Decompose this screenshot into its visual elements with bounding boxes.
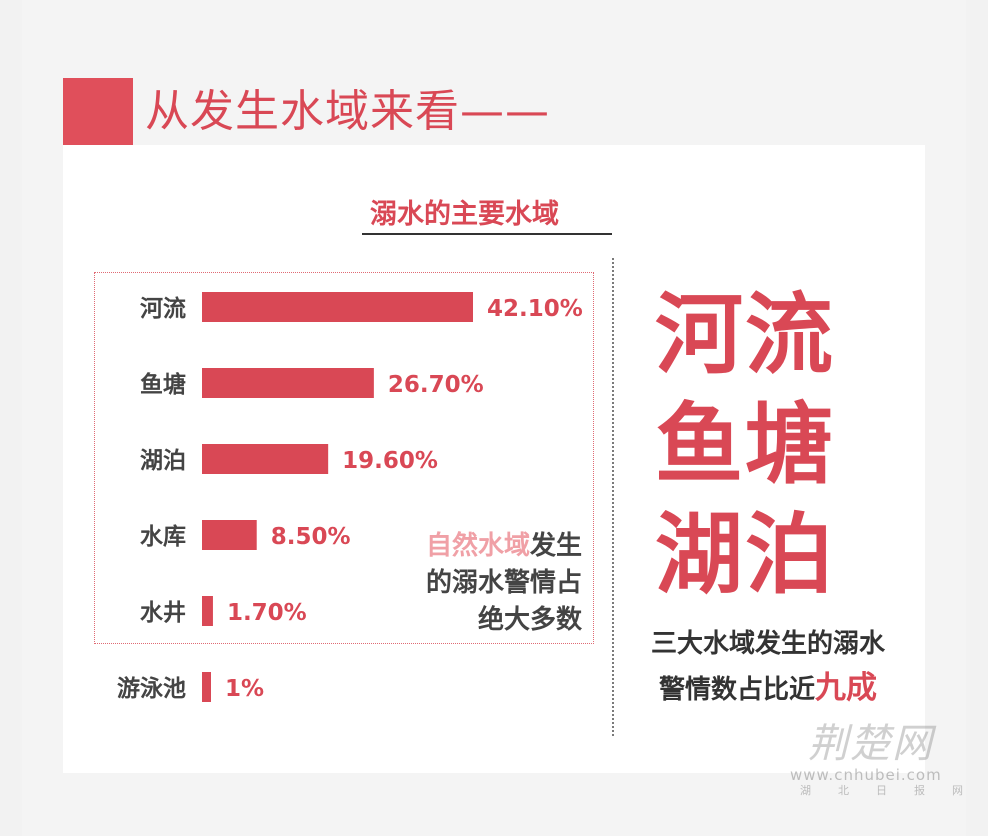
value-label: 26.70% <box>388 372 484 398</box>
value-label: 42.10% <box>487 296 583 322</box>
category-label: 水库 <box>140 524 186 550</box>
section-title: 从发生水域来看—— <box>145 86 550 137</box>
chart-title-underline <box>362 233 612 235</box>
value-label: 1% <box>225 676 264 702</box>
note-line2: 的溺水警情占 <box>425 568 582 598</box>
chart-title: 溺水的主要水域 <box>370 199 559 230</box>
summary-text: 三大水域发生的溺水 警情数占比近九成 <box>628 622 908 712</box>
category-label: 河流 <box>140 295 186 322</box>
category-label: 鱼塘 <box>140 371 186 398</box>
watermark-subtitle: 湖北日报网 <box>800 784 988 797</box>
note-highlight: 自然水域 <box>425 531 530 561</box>
highlight-word-river: 河流 <box>654 283 835 386</box>
value-label: 1.70% <box>227 600 307 626</box>
highlight-word-fishpond: 鱼塘 <box>654 393 835 496</box>
natural-waters-frame <box>94 272 594 644</box>
vertical-divider <box>612 258 614 736</box>
note-line1-rest: 发生 <box>529 531 582 561</box>
bar <box>202 444 329 474</box>
category-label: 游泳池 <box>117 675 186 702</box>
value-label: 19.60% <box>342 448 438 474</box>
natural-waters-note: 自然水域发生 的溺水警情占 绝大多数 <box>404 528 582 639</box>
bar <box>202 672 211 702</box>
summary-highlight: 九成 <box>815 670 877 706</box>
summary-line2-prefix: 警情数占比近 <box>658 675 815 705</box>
header-accent-square <box>63 78 133 145</box>
category-label: 水井 <box>140 600 186 626</box>
highlight-word-lake: 湖泊 <box>654 503 835 606</box>
bar <box>202 292 473 322</box>
bar <box>202 368 374 398</box>
note-line3: 绝大多数 <box>477 605 582 635</box>
watermark-logo: 荆楚网 <box>808 721 934 767</box>
category-label: 湖泊 <box>140 448 186 474</box>
summary-line1: 三大水域发生的溺水 <box>650 629 885 659</box>
bar <box>202 520 257 550</box>
value-label: 8.50% <box>271 524 351 550</box>
watermark-url: www.cnhubei.com <box>790 766 942 784</box>
bar <box>202 596 213 626</box>
